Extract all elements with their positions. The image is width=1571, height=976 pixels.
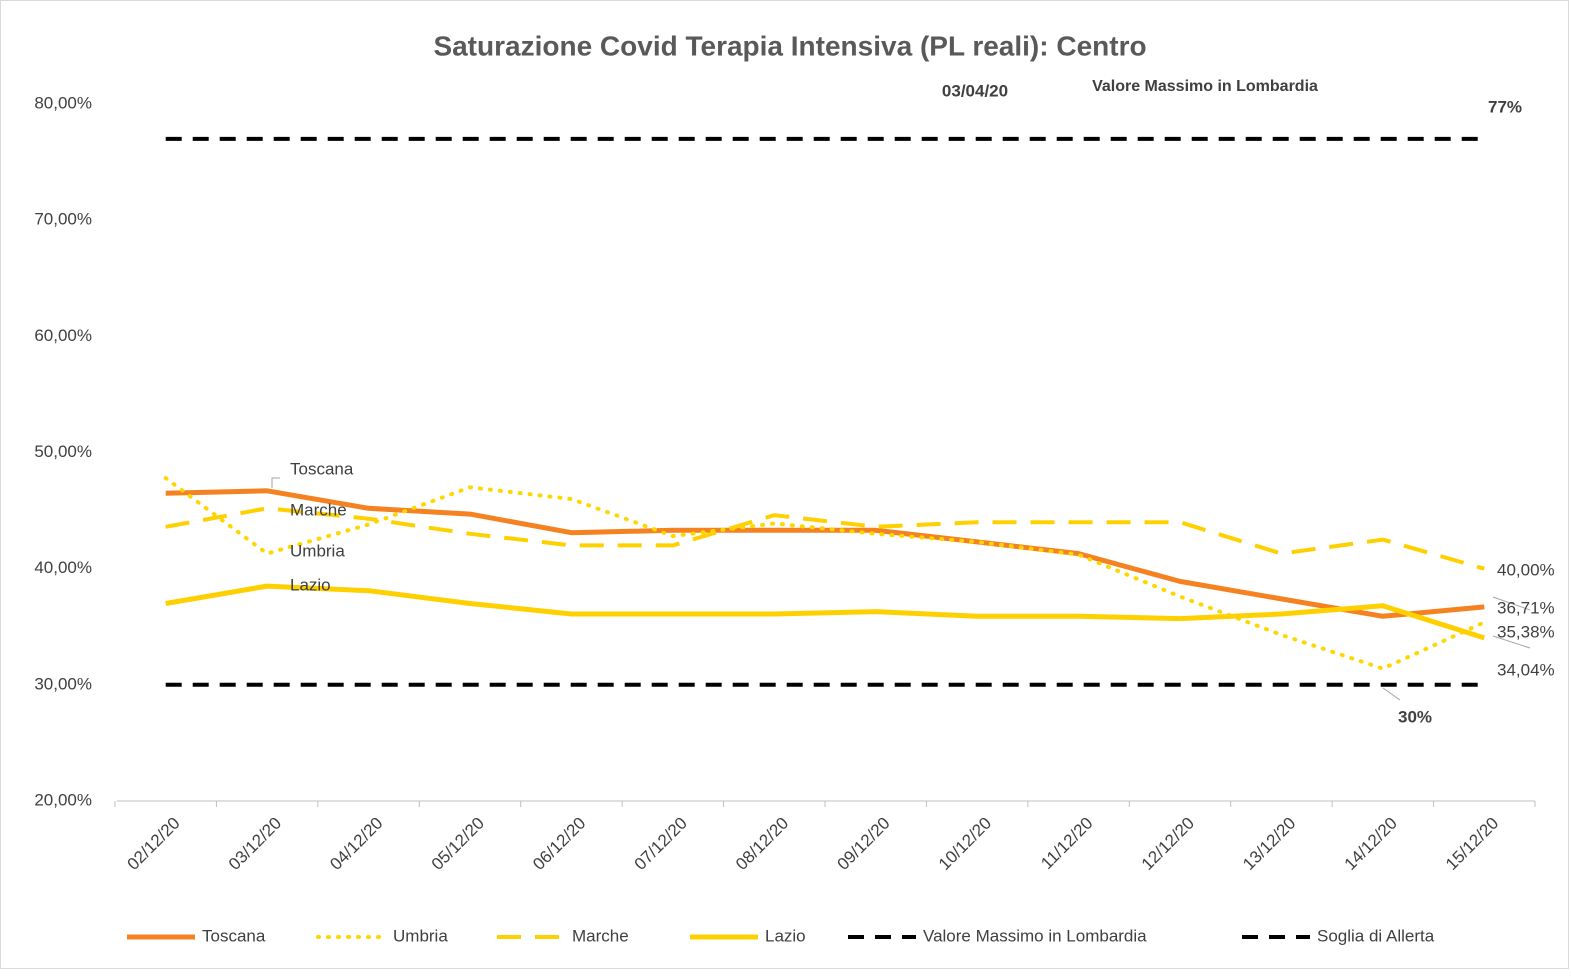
series-line bbox=[165, 488, 1485, 619]
value-label: 34,04% bbox=[1497, 660, 1555, 679]
legend-label: Toscana bbox=[202, 926, 266, 945]
leader-line bbox=[1492, 596, 1531, 611]
annotation: 03/04/20 bbox=[942, 81, 1008, 100]
y-tick-label: 70,00% bbox=[34, 210, 92, 229]
series-line bbox=[165, 583, 1486, 641]
series-label: Umbria bbox=[290, 541, 345, 560]
y-tick-label: 50,00% bbox=[34, 442, 92, 461]
legend-label: Umbria bbox=[393, 926, 448, 945]
legend-label: Soglia di Allerta bbox=[1317, 926, 1435, 945]
value-label: 35,38% bbox=[1497, 622, 1555, 641]
value-label: 77% bbox=[1488, 97, 1522, 116]
leader-line bbox=[271, 477, 280, 488]
chart-title: Saturazione Covid Terapia Intensiva (PL … bbox=[433, 30, 1146, 61]
y-tick-label: 80,00% bbox=[34, 93, 92, 112]
y-tick-label: 60,00% bbox=[34, 326, 92, 345]
legend-label: Lazio bbox=[765, 926, 806, 945]
value-label: 36,71% bbox=[1497, 598, 1555, 617]
annotation: Valore Massimo in Lombardia bbox=[1092, 78, 1318, 95]
value-label: 40,00% bbox=[1497, 560, 1555, 579]
series-line bbox=[165, 506, 1485, 571]
series-label: Marche bbox=[290, 500, 347, 519]
y-tick-label: 40,00% bbox=[34, 558, 92, 577]
series-label: Toscana bbox=[290, 459, 354, 478]
value-label: 30% bbox=[1398, 707, 1432, 726]
leader-line bbox=[1382, 687, 1401, 701]
y-tick-label: 30,00% bbox=[34, 674, 92, 693]
leader-line bbox=[1492, 635, 1531, 649]
legend-label: Marche bbox=[572, 926, 629, 945]
y-tick-label: 20,00% bbox=[34, 790, 92, 809]
series-line bbox=[163, 476, 1487, 671]
legend-label: Valore Massimo in Lombardia bbox=[923, 926, 1147, 945]
series-label: Lazio bbox=[290, 575, 331, 594]
